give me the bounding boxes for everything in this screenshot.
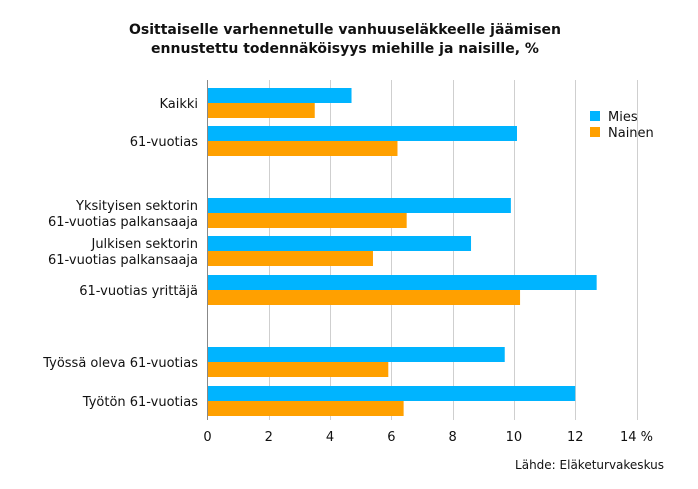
category-label: Yksityisen sektorin bbox=[75, 199, 198, 214]
category-label: 61-vuotias bbox=[130, 135, 198, 150]
bar-nainen-1 bbox=[207, 141, 398, 156]
x-tick-label: 2 bbox=[265, 430, 273, 445]
x-tick-label: 8 bbox=[449, 430, 457, 445]
x-tick-label: 10 bbox=[506, 430, 523, 445]
bar-mies-6 bbox=[207, 386, 576, 401]
legend-swatch-mies bbox=[590, 111, 600, 121]
bar-nainen-6 bbox=[207, 401, 404, 416]
bar-mies-2 bbox=[207, 198, 511, 213]
chart-title-line-2: ennustettu todennäköisyys miehille ja na… bbox=[151, 41, 539, 57]
category-label: 61-vuotias palkansaaja bbox=[48, 253, 198, 268]
x-tick-label: 4 bbox=[326, 430, 334, 445]
x-tick-label: 0 bbox=[203, 430, 211, 445]
category-label: Kaikki bbox=[159, 97, 198, 112]
x-tick-label: 14 % bbox=[620, 430, 653, 445]
bar-nainen-4 bbox=[207, 290, 521, 305]
category-label: Julkisen sektorin bbox=[90, 237, 198, 252]
bar-mies-3 bbox=[207, 236, 472, 251]
category-label: Työtön 61-vuotias bbox=[82, 395, 198, 410]
category-label: 61-vuotias palkansaaja bbox=[48, 215, 198, 230]
x-axis-ticks: 0 2 4 6 8 10 12 14 % bbox=[203, 430, 653, 445]
bar-nainen-3 bbox=[207, 251, 373, 266]
bar-nainen-5 bbox=[207, 362, 389, 377]
category-label: Työssä oleva 61-vuotias bbox=[42, 356, 198, 371]
category-label: 61-vuotias yrittäjä bbox=[79, 284, 198, 299]
chart-title-line-1: Osittaiselle varhennetulle vanhuuseläkke… bbox=[129, 22, 561, 38]
bar-mies-0 bbox=[207, 88, 352, 103]
bar-mies-5 bbox=[207, 347, 505, 362]
source-note: Lähde: Eläketurvakeskus bbox=[515, 458, 664, 472]
bars bbox=[207, 88, 597, 416]
x-tick-label: 12 bbox=[567, 430, 584, 445]
bar-nainen-0 bbox=[207, 103, 315, 118]
legend-label-mies: Mies bbox=[608, 110, 638, 125]
bar-nainen-2 bbox=[207, 213, 407, 228]
legend-label-nainen: Nainen bbox=[608, 126, 654, 141]
legend-swatch-nainen bbox=[590, 127, 600, 137]
bar-mies-4 bbox=[207, 275, 597, 290]
x-tick-label: 6 bbox=[387, 430, 395, 445]
bar-mies-1 bbox=[207, 126, 517, 141]
